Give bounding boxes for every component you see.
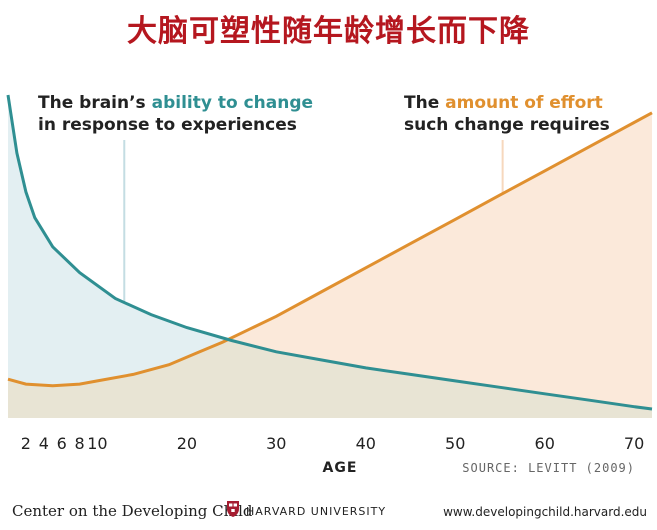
x-tick-label: 6 <box>57 434 67 453</box>
effort-legend-tail: such change requires <box>404 115 610 135</box>
x-tick-label: 70 <box>624 434 644 453</box>
x-tick-label: 30 <box>266 434 286 453</box>
x-tick-label: 10 <box>87 434 107 453</box>
x-tick-labels: 2 4 6 8 10 20 30 40 50 60 70 <box>21 434 644 453</box>
ability-legend-lead: The brain’s <box>38 93 152 113</box>
ability-area <box>8 95 652 418</box>
x-tick-label: 2 <box>21 434 31 453</box>
harvard-shield-icon <box>227 501 239 517</box>
source-citation: SOURCE: LEVITT (2009) <box>462 461 635 475</box>
x-tick-label: 20 <box>177 434 197 453</box>
effort-area <box>8 112 652 419</box>
footer: Center on the Developing Child HARVARD U… <box>0 494 657 530</box>
chart-title: 大脑可塑性随年龄增长而下降 <box>127 14 530 49</box>
x-tick-label: 60 <box>535 434 555 453</box>
effort-legend-highlight: amount of effort <box>445 93 603 113</box>
footer-university: HARVARD UNIVERSITY <box>246 505 387 518</box>
footer-url: www.developingchild.harvard.edu <box>443 505 647 519</box>
footer-org: Center on the Developing Child <box>12 502 253 520</box>
x-tick-label: 8 <box>75 434 85 453</box>
x-tick-label: 50 <box>445 434 465 453</box>
ability-line <box>6 94 653 411</box>
x-tick-label: 40 <box>356 434 376 453</box>
effort-legend-label: The amount of effort such change require… <box>404 92 610 136</box>
x-axis-title: AGE <box>322 460 358 476</box>
effort-line <box>7 111 653 388</box>
effort-legend-lead: The <box>404 93 446 113</box>
ability-legend-tail: in response to experiences <box>38 115 297 135</box>
overlap-area <box>8 340 652 418</box>
ability-legend-highlight: ability to change <box>151 93 314 113</box>
x-tick-label: 4 <box>39 434 49 453</box>
ability-legend-label: The brain’s ability to change in respons… <box>38 92 313 136</box>
